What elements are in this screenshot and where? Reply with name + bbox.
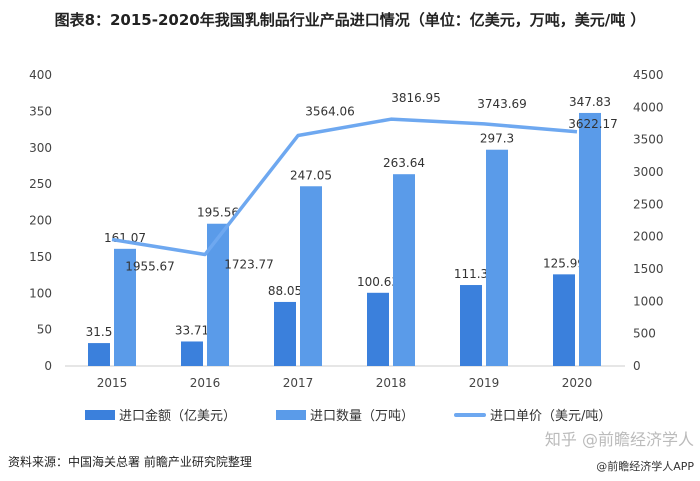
data-label: 195.56 xyxy=(197,206,239,220)
y2-tick-label: 1500 xyxy=(633,262,664,276)
bar-amount xyxy=(88,343,110,366)
legend-item-price[interactable]: 进口单价（美元/吨） xyxy=(454,405,611,424)
data-label: 88.05 xyxy=(268,284,302,298)
y2-tick-label: 2500 xyxy=(633,197,664,211)
legend-label: 进口金额（亿美元） xyxy=(119,409,237,424)
x-tick-label: 2018 xyxy=(376,376,407,390)
y-tick-label: 250 xyxy=(29,177,52,191)
y-tick-label: 50 xyxy=(37,323,52,337)
data-label: 33.71 xyxy=(175,323,209,337)
y-tick-label: 0 xyxy=(44,359,52,373)
price-line xyxy=(111,117,578,257)
data-label: 31.5 xyxy=(86,325,113,339)
bar-quantity xyxy=(579,112,601,366)
watermark: 知乎 @前瞻经济学人 xyxy=(544,430,694,449)
data-label: 125.99 xyxy=(543,256,585,270)
data-label: 111.3 xyxy=(454,267,488,281)
data-label: 100.63 xyxy=(357,275,399,289)
bar-quantity xyxy=(393,174,415,366)
y2-tick-label: 1000 xyxy=(633,294,664,308)
line-data-label: 1955.67 xyxy=(125,260,175,274)
line-data-label: 3622.17 xyxy=(568,117,618,131)
y2-tick-label: 3000 xyxy=(633,165,664,179)
line-data-label: 3564.06 xyxy=(305,105,355,119)
chart-title: 图表8：2015-2020年我国乳制品行业产品进口情况（单位：亿美元，万吨，美元… xyxy=(54,11,646,29)
y-tick-label: 300 xyxy=(29,141,52,155)
y-tick-label: 200 xyxy=(29,214,52,228)
y-tick-label: 350 xyxy=(29,104,52,118)
bar-amount xyxy=(181,341,203,366)
x-tick-label: 2017 xyxy=(283,376,314,390)
bar-quantity xyxy=(486,149,508,366)
line-data-label: 1723.77 xyxy=(224,258,274,272)
y2-tick-label: 4500 xyxy=(633,68,664,82)
y-tick-label: 400 xyxy=(29,68,52,82)
data-label: 247.05 xyxy=(290,168,332,182)
line-data-label: 3743.69 xyxy=(477,97,527,111)
y2-tick-label: 4000 xyxy=(633,100,664,114)
source-note: 资料来源：中国海关总署 前瞻产业研究院整理 xyxy=(8,455,252,469)
legend-swatch xyxy=(85,409,115,420)
legend-line xyxy=(454,412,487,417)
y2-tick-label: 0 xyxy=(633,359,641,373)
bar-quantity xyxy=(114,248,136,366)
x-tick-label: 2019 xyxy=(469,376,500,390)
y2-tick-label: 2000 xyxy=(633,230,664,244)
x-tick-label: 2015 xyxy=(97,376,128,390)
bar-amount xyxy=(553,274,575,366)
legend-item-amount[interactable]: 进口金额（亿美元） xyxy=(85,405,236,424)
line-data-label: 3816.95 xyxy=(391,91,441,105)
x-tick-label: 2016 xyxy=(190,376,221,390)
legend-item-quantity[interactable]: 进口数量（万吨） xyxy=(276,405,414,424)
data-label: 263.64 xyxy=(383,156,425,170)
legend-label: 进口数量（万吨） xyxy=(310,409,415,424)
y-tick-label: 150 xyxy=(29,250,52,264)
y-tick-label: 100 xyxy=(29,286,52,300)
bar-quantity xyxy=(207,223,229,366)
y2-tick-label: 500 xyxy=(633,327,656,341)
x-tick-label: 2020 xyxy=(562,376,593,390)
data-label: 297.3 xyxy=(480,132,514,146)
legend-swatch xyxy=(276,409,307,420)
legend-label: 进口单价（美元/吨） xyxy=(490,409,612,424)
bar-quantity xyxy=(300,186,322,366)
watermark-app: @前瞻经济学人APP xyxy=(596,460,694,473)
y2-tick-label: 3500 xyxy=(633,133,664,147)
bar-amount xyxy=(274,301,296,366)
bar-amount xyxy=(367,292,389,366)
data-label: 347.83 xyxy=(569,95,611,109)
legend: 进口金额（亿美元） 进口数量（万吨） 进口单价（美元/吨） xyxy=(85,405,611,424)
bar-amount xyxy=(460,285,482,366)
